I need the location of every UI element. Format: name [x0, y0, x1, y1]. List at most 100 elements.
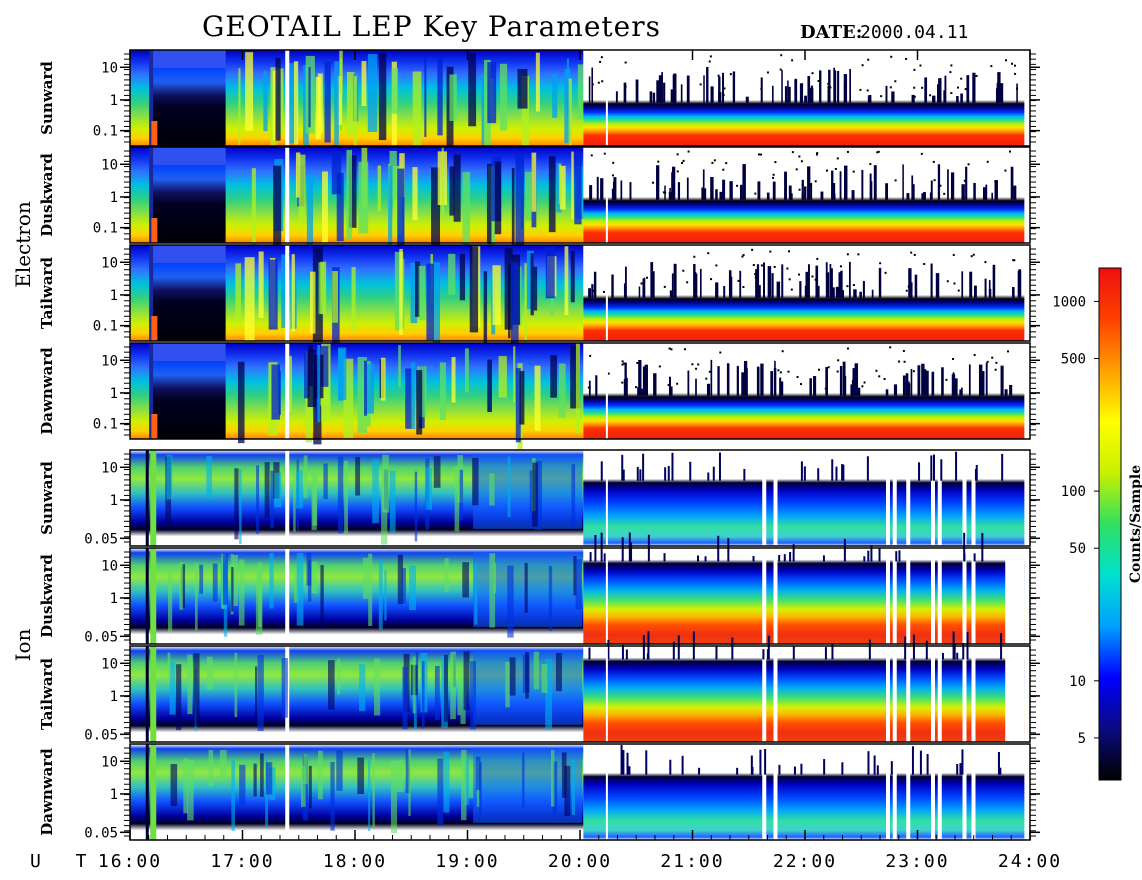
electron-burst [237, 361, 245, 444]
ion-data-gap [285, 548, 290, 644]
panel-direction-label: Duskward [38, 554, 56, 638]
electron-dot [742, 254, 745, 257]
electron-spike [703, 75, 705, 103]
ion-burst [507, 456, 511, 518]
electron-spike [960, 93, 963, 103]
electron-burst [361, 61, 367, 107]
electron-burst [288, 355, 292, 413]
ion-burst [167, 569, 173, 632]
electron-spike [756, 264, 760, 298]
electron-burst [459, 253, 466, 301]
electron-burst [310, 271, 316, 334]
electron-dot [1007, 350, 1010, 353]
electron-spike [918, 368, 921, 396]
electron-spike [722, 72, 725, 103]
ion-spike [873, 755, 876, 775]
ion-burst [475, 756, 481, 791]
electron-dot [952, 253, 955, 256]
electron-spike [715, 282, 719, 298]
electron-dot [697, 363, 700, 366]
ion-spike [752, 556, 755, 562]
electron-burst [378, 52, 387, 141]
electron-dot [817, 79, 820, 82]
ion-burst [454, 466, 460, 532]
ion-burst [489, 473, 495, 506]
ion-burst [444, 558, 449, 593]
electron-dot [699, 83, 702, 86]
electron-dot [676, 382, 679, 385]
ion-slit-dark [145, 646, 149, 742]
y-tick-label: 10 [101, 353, 118, 369]
x-tick-label: 24:00 [998, 851, 1062, 872]
electron-spike [825, 367, 828, 396]
electron-spike [885, 389, 889, 396]
electron-spike [893, 384, 898, 396]
electron-dot [907, 285, 910, 288]
electron-spike [885, 85, 888, 103]
electron-spike [985, 362, 988, 396]
ion-dropout [773, 450, 778, 546]
y-tick-label: 10 [101, 60, 118, 76]
electron-dot [905, 57, 908, 60]
ion-spike [911, 746, 914, 775]
electron-spike [671, 172, 674, 200]
electron-dot [952, 357, 955, 360]
electron-spike [988, 280, 991, 298]
electron-burst [424, 54, 427, 137]
electron-dot [795, 168, 798, 171]
ion-burst [425, 467, 433, 510]
electron-spike [591, 284, 594, 298]
ion-spike [667, 465, 670, 481]
electron-spike [804, 95, 808, 103]
electron-spike [930, 263, 933, 298]
electron-dot [949, 71, 952, 74]
electron-burst [304, 349, 310, 399]
electron-spike [595, 375, 598, 396]
colorbar-tick-label: 5 [1078, 731, 1086, 747]
electron-spike [808, 87, 811, 103]
ion-burst [293, 568, 299, 603]
ion-data-gap [285, 450, 290, 546]
electron-spike [656, 80, 660, 103]
ion-spike [895, 551, 898, 562]
electron-burst [487, 359, 492, 413]
ion-burst [564, 765, 571, 817]
ion-late-band [583, 646, 1025, 742]
electron-spike [668, 192, 672, 200]
ion-burst [437, 758, 444, 826]
electron-spike [1004, 389, 1008, 396]
ion-dropout [971, 450, 976, 546]
ion-spike [890, 761, 893, 775]
electron-spike [843, 84, 847, 103]
ion-spike [817, 468, 820, 481]
electron-cavity [152, 165, 226, 243]
electron-spike [671, 273, 674, 298]
ion-burst [234, 652, 238, 718]
date-label: DATE: [800, 22, 863, 43]
electron-burst [353, 76, 357, 172]
electron-dot [1008, 150, 1011, 153]
ion-spike [974, 468, 977, 481]
electron-spike [830, 268, 833, 298]
electron-dot [601, 80, 604, 83]
ion-burst [460, 669, 466, 724]
electron-spike [962, 192, 965, 200]
electron-dot [761, 377, 764, 380]
electron-dot [741, 255, 744, 258]
electron-burst [550, 355, 557, 398]
electron-spike [788, 86, 791, 103]
ion-spike [955, 451, 958, 481]
electron-quiet-band [583, 245, 1025, 341]
electron-spike [642, 278, 645, 298]
electron-dot [994, 368, 997, 371]
electron-spike [921, 363, 925, 396]
ion-burst [552, 761, 558, 818]
panel-frame [129, 645, 1031, 743]
electron-spike [755, 269, 759, 298]
electron-dot [766, 71, 769, 74]
electron-dot [723, 87, 726, 90]
electron-spike [589, 185, 593, 200]
electron-burst [533, 266, 538, 311]
electron-dot [879, 262, 882, 265]
electron-dot [995, 361, 998, 364]
